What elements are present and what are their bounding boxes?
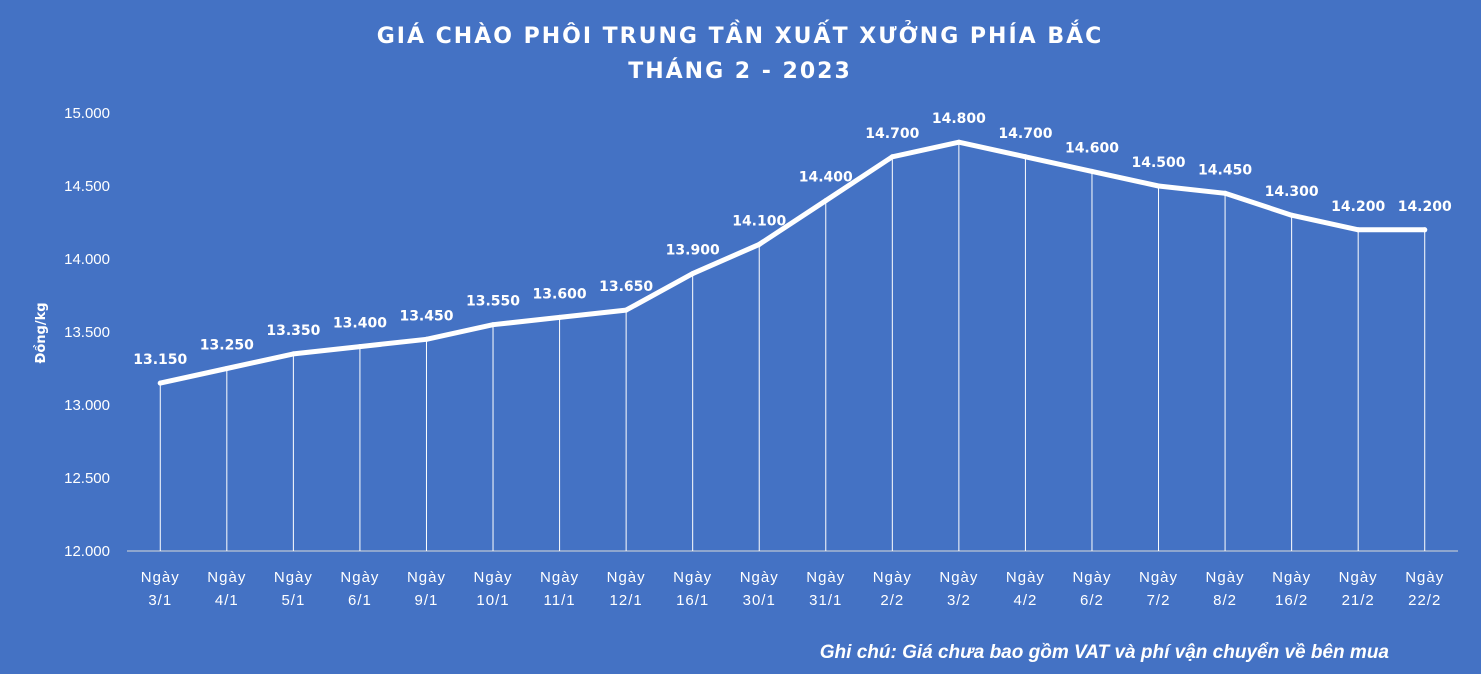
drop-lines — [159, 142, 1426, 551]
x-tick-label: 3/1 — [148, 592, 172, 609]
data-point — [690, 271, 696, 277]
x-tick-label: 4/1 — [215, 592, 239, 609]
data-point — [1289, 212, 1295, 218]
data-point — [623, 307, 629, 313]
x-tick-label: Ngày — [740, 569, 779, 586]
data-point — [357, 344, 363, 350]
y-tick-label: 14.500 — [64, 178, 110, 195]
x-tick-label: Ngày — [207, 569, 246, 586]
data-label: 13.900 — [666, 243, 720, 259]
x-tick-label: Ngày — [1006, 569, 1045, 586]
x-tick-label: Ngày — [873, 569, 912, 586]
y-axis-ticks: 12.000 12.500 13.000 13.500 14.000 14.500 15.0… — [64, 105, 110, 560]
data-label: 13.650 — [599, 279, 653, 295]
data-label: 14.600 — [1065, 140, 1119, 156]
x-tick-label: 2/2 — [880, 592, 904, 609]
data-label: 14.700 — [998, 126, 1052, 142]
data-point — [490, 322, 496, 328]
x-tick-label: 22/2 — [1408, 592, 1441, 609]
x-tick-label: Ngày — [1139, 569, 1178, 586]
x-tick-label: 10/1 — [476, 592, 509, 609]
data-point — [224, 366, 230, 371]
data-point — [1222, 190, 1228, 196]
data-point — [1022, 154, 1028, 160]
x-tick-label: 31/1 — [809, 592, 842, 609]
data-label: 14.400 — [799, 170, 853, 186]
data-label: 13.400 — [333, 316, 387, 332]
y-tick-label: 15.000 — [64, 105, 110, 122]
data-label: 13.550 — [466, 294, 520, 310]
x-tick-label: Ngày — [407, 569, 446, 586]
chart-subtitle: THÁNG 2 - 2023 — [628, 58, 852, 84]
y-axis-label: Đồng/kg — [34, 302, 49, 363]
x-tick-label: Ngày — [141, 569, 180, 586]
data-point — [423, 336, 429, 342]
data-point — [1089, 168, 1095, 174]
x-tick-label: Ngày — [607, 569, 646, 586]
data-label: 14.100 — [732, 213, 786, 229]
y-tick-label: 14.000 — [64, 251, 110, 268]
x-tick-label: 11/1 — [544, 592, 576, 609]
x-tick-label: 6/1 — [348, 592, 372, 609]
data-label: 14.500 — [1132, 155, 1186, 171]
x-tick-label: Ngày — [274, 569, 313, 586]
x-tick-label: 12/1 — [610, 592, 643, 609]
data-point — [557, 314, 563, 320]
data-label: 14.200 — [1331, 199, 1385, 215]
x-tick-label: Ngày — [474, 569, 513, 586]
data-label: 13.150 — [133, 352, 187, 368]
series-line — [157, 139, 1428, 386]
data-label: 13.250 — [200, 338, 254, 354]
data-point — [1422, 227, 1428, 233]
data-label: 14.700 — [865, 126, 919, 142]
x-tick-label: Ngày — [806, 569, 845, 586]
data-points — [157, 139, 1428, 386]
data-point — [157, 380, 163, 386]
data-label: 13.450 — [399, 308, 453, 324]
y-tick-label: 12.500 — [64, 470, 110, 487]
data-point — [1156, 183, 1162, 189]
x-tick-label: Ngày — [1339, 569, 1378, 586]
y-tick-label: 13.000 — [64, 397, 110, 414]
x-tick-label: 21/2 — [1342, 592, 1375, 609]
x-tick-label: 6/2 — [1080, 592, 1104, 609]
x-tick-label: 16/2 — [1275, 592, 1308, 609]
data-label: 14.800 — [932, 111, 986, 127]
data-label: 14.300 — [1265, 184, 1319, 200]
data-point — [823, 198, 829, 204]
x-tick-label: Ngày — [1405, 569, 1444, 586]
data-point — [290, 351, 296, 357]
x-tick-label: 16/1 — [676, 592, 709, 609]
x-tick-label: Ngày — [340, 569, 379, 586]
data-label: 13.600 — [533, 286, 587, 302]
x-tick-label: 9/1 — [415, 592, 439, 609]
data-point — [956, 139, 962, 145]
footnote: Ghi chú: Giá chưa bao gồm VAT và phí vận… — [820, 642, 1390, 663]
x-tick-label: 5/1 — [281, 592, 305, 609]
x-tick-label: Ngày — [939, 569, 978, 586]
y-tick-label: 12.000 — [64, 543, 110, 560]
x-tick-label: Ngày — [1206, 569, 1245, 586]
x-tick-label: Ngày — [540, 569, 579, 586]
data-point — [1355, 227, 1361, 233]
x-tick-label: Ngày — [1272, 569, 1311, 586]
x-tick-label: 30/1 — [743, 592, 776, 609]
data-label: 14.450 — [1198, 162, 1252, 178]
data-point — [889, 154, 895, 160]
data-labels: 13.150 13.250 13.350 13.400 13.450 13.550 13.6… — [133, 111, 1452, 368]
data-label: 14.200 — [1398, 199, 1452, 215]
x-tick-label: 4/2 — [1013, 592, 1037, 609]
x-tick-label: 8/2 — [1213, 592, 1237, 609]
data-point — [756, 241, 762, 247]
x-tick-label: Ngày — [673, 569, 712, 586]
x-tick-label: 7/2 — [1147, 592, 1171, 609]
chart-title: GIÁ CHÀO PHÔI TRUNG TẦN XUẤT XƯỞNG PHÍA … — [377, 20, 1104, 49]
x-tick-label: 3/2 — [947, 592, 971, 609]
y-tick-label: 13.500 — [64, 324, 110, 341]
x-axis-ticks: Ngày 3/1 Ngày 4/1 Ngày 5/1 Ngày 6/1 Ngày 9/1 Ngày 1… — [141, 569, 1444, 609]
data-label: 13.350 — [266, 323, 320, 339]
x-tick-label: Ngày — [1072, 569, 1111, 586]
